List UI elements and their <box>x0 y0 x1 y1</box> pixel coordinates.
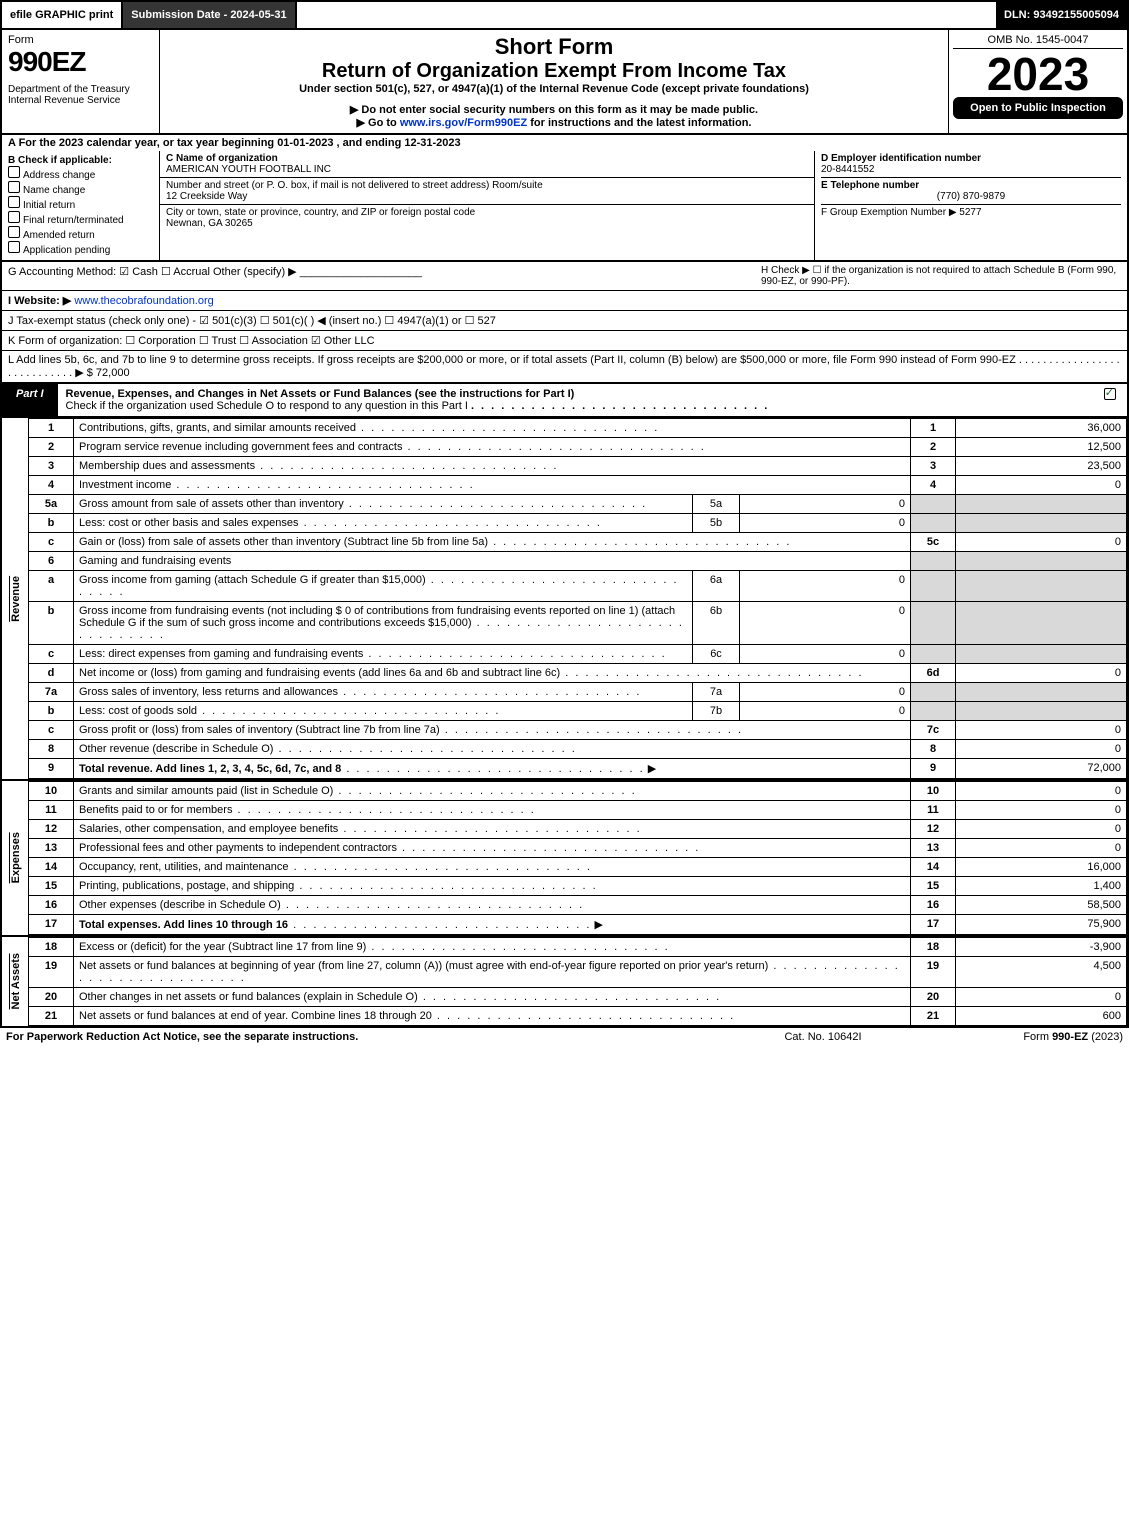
expenses-table: 10Grants and similar amounts paid (list … <box>28 781 1127 935</box>
top-bar: efile GRAPHIC print Submission Date - 20… <box>0 0 1129 30</box>
net-side: Net Assets <box>2 937 28 1026</box>
dept: Department of the Treasury <box>8 84 153 95</box>
website-link[interactable]: www.thecobrafoundation.org <box>74 295 213 307</box>
efile-label[interactable]: efile GRAPHIC print <box>2 2 123 28</box>
line-11: 11Benefits paid to or for members110 <box>29 801 1127 820</box>
line-7c: cGross profit or (loss) from sales of in… <box>29 721 1127 740</box>
line-21: 21Net assets or fund balances at end of … <box>29 1007 1127 1026</box>
header-mid: Short Form Return of Organization Exempt… <box>160 30 949 133</box>
line-k[interactable]: K Form of organization: ☐ Corporation ☐ … <box>0 331 1129 351</box>
section-c: C Name of organization AMERICAN YOUTH FO… <box>160 151 815 260</box>
part1-header: Part I Revenue, Expenses, and Changes in… <box>0 384 1129 418</box>
b-item-0[interactable]: Address change <box>8 166 153 181</box>
line-1: 1Contributions, gifts, grants, and simil… <box>29 419 1127 438</box>
under: Under section 501(c), 527, or 4947(a)(1)… <box>164 83 944 95</box>
netassets-block: Net Assets 18Excess or (deficit) for the… <box>0 937 1129 1028</box>
ein-lbl: D Employer identification number <box>821 153 1121 164</box>
netassets-table: 18Excess or (deficit) for the year (Subt… <box>28 937 1127 1026</box>
line-6a: aGross income from gaming (attach Schedu… <box>29 571 1127 602</box>
title: Return of Organization Exempt From Incom… <box>164 60 944 83</box>
line-j[interactable]: J Tax-exempt status (check only one) - ☑… <box>0 311 1129 331</box>
footer-cat: Cat. No. 10642I <box>723 1031 923 1043</box>
line-18: 18Excess or (deficit) for the year (Subt… <box>29 938 1127 957</box>
line-5c: cGain or (loss) from sale of assets othe… <box>29 533 1127 552</box>
c-city: City or town, state or province, country… <box>160 205 814 231</box>
warn: ▶ Do not enter social security numbers o… <box>164 103 944 116</box>
line-a: A For the 2023 calendar year, or tax yea… <box>0 135 1129 151</box>
line-7a: 7aGross sales of inventory, less returns… <box>29 683 1127 702</box>
part1-title: Revenue, Expenses, and Changes in Net As… <box>58 384 1081 416</box>
submission-date: Submission Date - 2024-05-31 <box>123 2 296 28</box>
section-d: D Employer identification number 20-8441… <box>815 151 1127 260</box>
line-6: 6Gaming and fundraising events <box>29 552 1127 571</box>
c-name: C Name of organization AMERICAN YOUTH FO… <box>160 151 814 178</box>
short-form: Short Form <box>164 34 944 60</box>
ein: 20-8441552 <box>821 164 1121 175</box>
exp-side: Expenses <box>2 781 28 935</box>
revenue-block: Revenue 1Contributions, gifts, grants, a… <box>0 418 1129 781</box>
omb: OMB No. 1545-0047 <box>953 34 1123 49</box>
grp: F Group Exemption Number ▶ 5277 <box>821 204 1121 218</box>
tax-year: 2023 <box>953 51 1123 97</box>
top-spacer <box>297 2 996 28</box>
line-20: 20Other changes in net assets or fund ba… <box>29 988 1127 1007</box>
header-left: Form 990EZ Department of the Treasury In… <box>2 30 160 133</box>
line-4: 4Investment income40 <box>29 476 1127 495</box>
line-5a: 5aGross amount from sale of assets other… <box>29 495 1127 514</box>
c-addr: Number and street (or P. O. box, if mail… <box>160 178 814 205</box>
line-6b: bGross income from fundraising events (n… <box>29 602 1127 645</box>
line-16: 16Other expenses (describe in Schedule O… <box>29 896 1127 915</box>
b-item-4[interactable]: Amended return <box>8 226 153 241</box>
line-6c: cLess: direct expenses from gaming and f… <box>29 645 1127 664</box>
tel-lbl: E Telephone number <box>821 177 1121 191</box>
line-15: 15Printing, publications, postage, and s… <box>29 877 1127 896</box>
line-14: 14Occupancy, rent, utilities, and mainte… <box>29 858 1127 877</box>
tel: (770) 870-9879 <box>821 191 1121 202</box>
line-10: 10Grants and similar amounts paid (list … <box>29 782 1127 801</box>
line-3: 3Membership dues and assessments323,500 <box>29 457 1127 476</box>
footer-left: For Paperwork Reduction Act Notice, see … <box>6 1031 723 1043</box>
footer: For Paperwork Reduction Act Notice, see … <box>0 1028 1129 1046</box>
row-gh: G Accounting Method: ☑ Cash ☐ Accrual Ot… <box>0 262 1129 291</box>
header-right: OMB No. 1545-0047 2023 Open to Public In… <box>949 30 1127 133</box>
footer-form: Form 990-EZ (2023) <box>923 1031 1123 1043</box>
line-5b: bLess: cost or other basis and sales exp… <box>29 514 1127 533</box>
revenue-table: 1Contributions, gifts, grants, and simil… <box>28 418 1127 779</box>
line-i: I Website: ▶ www.thecobrafoundation.org <box>0 291 1129 311</box>
line-g[interactable]: G Accounting Method: ☑ Cash ☐ Accrual Ot… <box>8 265 761 287</box>
irs: Internal Revenue Service <box>8 95 153 106</box>
line-7b: bLess: cost of goods sold7b0 <box>29 702 1127 721</box>
b-title: B Check if applicable: <box>8 155 153 166</box>
dln: DLN: 93492155005094 <box>996 2 1127 28</box>
line-9: 9Total revenue. Add lines 1, 2, 3, 4, 5c… <box>29 759 1127 779</box>
line-2: 2Program service revenue including gover… <box>29 438 1127 457</box>
line-12: 12Salaries, other compensation, and empl… <box>29 820 1127 839</box>
rev-side: Revenue <box>2 418 28 779</box>
b-item-3[interactable]: Final return/terminated <box>8 211 153 226</box>
open-inspection: Open to Public Inspection <box>953 97 1123 119</box>
goto[interactable]: ▶ Go to www.irs.gov/Form990EZ for instru… <box>164 116 944 129</box>
line-h[interactable]: H Check ▶ ☐ if the organization is not r… <box>761 265 1121 287</box>
line-13: 13Professional fees and other payments t… <box>29 839 1127 858</box>
line-l: L Add lines 5b, 6c, and 7b to line 9 to … <box>0 351 1129 384</box>
b-item-2[interactable]: Initial return <box>8 196 153 211</box>
b-item-5[interactable]: Application pending <box>8 241 153 256</box>
form-header: Form 990EZ Department of the Treasury In… <box>0 30 1129 135</box>
line-17: 17Total expenses. Add lines 10 through 1… <box>29 915 1127 935</box>
part1-tab: Part I <box>2 384 58 416</box>
section-b: B Check if applicable: Address change Na… <box>2 151 160 260</box>
part1-check[interactable] <box>1081 384 1127 416</box>
line-6d: dNet income or (loss) from gaming and fu… <box>29 664 1127 683</box>
b-item-1[interactable]: Name change <box>8 181 153 196</box>
bcd-grid: B Check if applicable: Address change Na… <box>0 151 1129 262</box>
expenses-block: Expenses 10Grants and similar amounts pa… <box>0 781 1129 937</box>
line-8: 8Other revenue (describe in Schedule O)8… <box>29 740 1127 759</box>
line-19: 19Net assets or fund balances at beginni… <box>29 957 1127 988</box>
form-number: 990EZ <box>8 46 153 78</box>
form-word: Form <box>8 34 153 46</box>
